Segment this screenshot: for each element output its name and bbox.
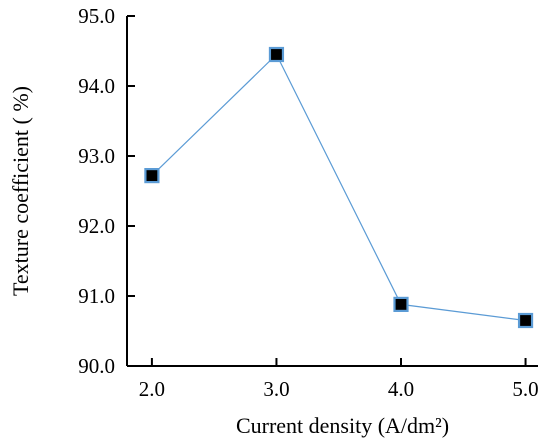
y-tick-label: 92.0 bbox=[78, 214, 115, 238]
x-tick-label: 3.0 bbox=[263, 377, 289, 401]
y-tick-label: 93.0 bbox=[78, 144, 115, 168]
tick-marks bbox=[127, 15, 527, 367]
series bbox=[144, 46, 534, 329]
x-tick-labels: 2.0 3.0 4.0 5.0 bbox=[139, 377, 539, 401]
data-point bbox=[393, 296, 409, 312]
x-tick-label: 2.0 bbox=[139, 377, 165, 401]
series-line bbox=[151, 53, 526, 322]
y-axis-label: Texture coefficient ( %) bbox=[8, 86, 33, 296]
data-point bbox=[517, 312, 534, 329]
y-tick-label: 94.0 bbox=[78, 74, 115, 98]
data-point bbox=[268, 46, 285, 63]
data-point bbox=[144, 168, 160, 184]
y-tick-labels: 90.0 91.0 92.0 93.0 94.0 95.0 bbox=[78, 4, 115, 378]
y-tick-label: 95.0 bbox=[78, 4, 115, 28]
axes bbox=[126, 16, 538, 367]
x-axis-label: Current density (A/dm²) bbox=[236, 413, 449, 438]
x-tick-label: 5.0 bbox=[512, 377, 538, 401]
y-tick-label: 90.0 bbox=[78, 354, 115, 378]
y-tick-label: 91.0 bbox=[78, 284, 115, 308]
x-tick-label: 4.0 bbox=[388, 377, 414, 401]
